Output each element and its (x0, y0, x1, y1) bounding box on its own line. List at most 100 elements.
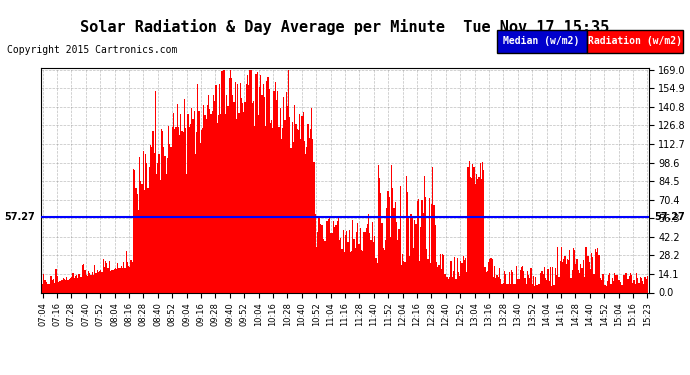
Bar (426, 249, 427, 292)
Bar (326, 221, 327, 292)
Bar (452, 278, 453, 292)
Bar (342, 230, 344, 292)
Bar (74, 278, 75, 292)
Bar (604, 285, 606, 292)
Bar (215, 85, 217, 292)
Bar (523, 271, 524, 292)
Bar (603, 274, 604, 292)
Bar (362, 251, 363, 292)
Bar (465, 258, 466, 292)
Bar (420, 226, 422, 292)
Bar (311, 108, 313, 292)
Bar (433, 206, 435, 292)
Bar (444, 274, 446, 292)
Bar (334, 227, 335, 292)
Bar (308, 138, 310, 292)
Bar (122, 268, 124, 292)
Bar (273, 92, 275, 292)
Bar (283, 96, 284, 292)
Bar (483, 170, 484, 292)
Text: 57.27: 57.27 (655, 212, 685, 222)
Bar (482, 162, 483, 292)
Bar (195, 154, 196, 292)
Bar (608, 275, 609, 292)
Bar (159, 180, 161, 292)
Bar (359, 228, 361, 292)
Bar (472, 164, 473, 292)
Bar (65, 279, 66, 292)
Bar (491, 258, 492, 292)
Bar (265, 126, 266, 292)
Bar (369, 232, 371, 292)
Bar (551, 286, 552, 292)
Bar (448, 279, 449, 292)
Bar (627, 279, 629, 292)
Bar (462, 256, 464, 292)
Bar (279, 108, 281, 292)
Bar (630, 273, 631, 292)
Bar (586, 247, 587, 292)
Bar (183, 132, 184, 292)
Bar (287, 106, 288, 292)
Bar (238, 113, 239, 292)
Bar (607, 281, 608, 292)
Bar (79, 277, 81, 292)
Bar (155, 91, 156, 292)
Bar (372, 222, 373, 292)
Text: 57.27: 57.27 (5, 212, 35, 222)
Bar (589, 262, 590, 292)
Bar (225, 114, 226, 292)
Bar (259, 87, 260, 292)
Bar (286, 92, 287, 292)
Bar (635, 284, 636, 292)
Bar (454, 257, 455, 292)
Bar (292, 122, 293, 292)
Bar (632, 283, 633, 292)
Bar (92, 272, 93, 292)
Bar (294, 105, 295, 292)
Bar (622, 274, 624, 292)
Bar (281, 139, 282, 292)
Bar (116, 268, 117, 292)
Bar (98, 272, 99, 292)
Bar (408, 216, 409, 292)
Bar (237, 84, 238, 292)
Bar (270, 123, 271, 292)
Bar (393, 208, 395, 292)
Bar (475, 184, 476, 292)
Bar (340, 238, 342, 292)
Bar (75, 276, 76, 292)
Bar (435, 225, 436, 292)
Bar (582, 260, 584, 292)
Bar (384, 250, 385, 292)
Bar (260, 75, 262, 292)
Bar (555, 268, 556, 292)
Bar (511, 270, 512, 292)
Bar (337, 218, 339, 292)
Bar (471, 178, 472, 292)
Bar (441, 269, 442, 292)
Bar (526, 270, 528, 292)
Bar (374, 236, 375, 292)
Text: Median (w/m2): Median (w/m2) (504, 36, 580, 46)
Bar (257, 72, 258, 292)
Bar (127, 262, 128, 292)
Bar (186, 174, 188, 292)
Bar (637, 278, 638, 292)
Bar (318, 218, 319, 292)
Bar (133, 170, 134, 292)
Bar (255, 74, 257, 292)
Bar (164, 156, 166, 292)
Bar (398, 229, 400, 292)
Bar (592, 257, 593, 292)
Bar (513, 284, 515, 292)
Bar (614, 273, 615, 292)
Bar (219, 84, 220, 292)
Bar (540, 273, 542, 292)
Bar (152, 131, 153, 292)
Bar (601, 280, 602, 292)
Bar (276, 100, 277, 292)
Bar (606, 285, 607, 292)
Bar (432, 167, 433, 292)
Bar (173, 112, 174, 292)
